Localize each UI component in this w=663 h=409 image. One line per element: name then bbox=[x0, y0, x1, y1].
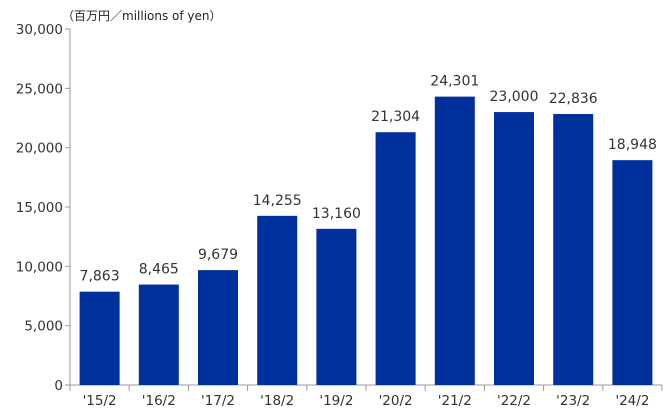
data-label: 22,836 bbox=[549, 91, 598, 107]
bar bbox=[612, 160, 653, 385]
bar bbox=[79, 291, 120, 385]
x-tick-label: '23/2 bbox=[556, 393, 590, 409]
x-tick-label: '19/2 bbox=[319, 393, 353, 409]
x-axis: '15/2 '16/2 '17/2 '18/2 '19/2 '20/2 '21/2 '22/2… bbox=[69, 384, 663, 409]
bar bbox=[494, 112, 534, 386]
x-tick-label: '21/2 bbox=[438, 393, 472, 409]
data-label: 13,160 bbox=[312, 206, 361, 222]
bars bbox=[79, 96, 653, 386]
bar bbox=[198, 270, 238, 385]
bar bbox=[138, 284, 179, 385]
data-label: 18,948 bbox=[608, 137, 657, 153]
y-axis: 0 5,000 10,000 15,000 20,000 25,000 30,000 bbox=[16, 22, 71, 394]
y-tick-label: 30,000 bbox=[16, 22, 63, 38]
x-tick-label: '18/2 bbox=[260, 393, 294, 409]
data-label: 14,255 bbox=[253, 193, 302, 209]
bar bbox=[257, 215, 298, 385]
data-label: 23,000 bbox=[490, 89, 539, 105]
bar bbox=[553, 114, 594, 385]
data-label: 21,304 bbox=[371, 109, 420, 125]
data-label: 9,679 bbox=[198, 247, 238, 263]
y-tick-label: 0 bbox=[54, 378, 63, 394]
y-tick-label: 20,000 bbox=[16, 141, 63, 157]
x-tick-label: '20/2 bbox=[379, 393, 413, 409]
x-tick-label: '16/2 bbox=[142, 393, 176, 409]
y-tick-label: 10,000 bbox=[16, 259, 63, 275]
y-tick-label: 15,000 bbox=[16, 200, 63, 216]
data-labels: 7,863 8,465 9,679 14,255 13,160 21,304 24,301 2… bbox=[80, 74, 657, 285]
data-label: 8,465 bbox=[139, 262, 179, 278]
y-tick-label: 5,000 bbox=[24, 319, 63, 335]
x-tick-label: '22/2 bbox=[497, 393, 531, 409]
data-label: 24,301 bbox=[430, 74, 479, 90]
x-tick-label: '17/2 bbox=[201, 393, 235, 409]
bar bbox=[316, 228, 357, 385]
unit-label: （百万円／millions of yen） bbox=[62, 9, 222, 23]
x-tick-label: '15/2 bbox=[83, 393, 117, 409]
data-label: 7,863 bbox=[80, 269, 120, 285]
y-tick-label: 25,000 bbox=[16, 81, 63, 97]
bar bbox=[434, 96, 475, 385]
x-tick-label: '24/2 bbox=[615, 393, 649, 409]
bar bbox=[375, 132, 416, 385]
